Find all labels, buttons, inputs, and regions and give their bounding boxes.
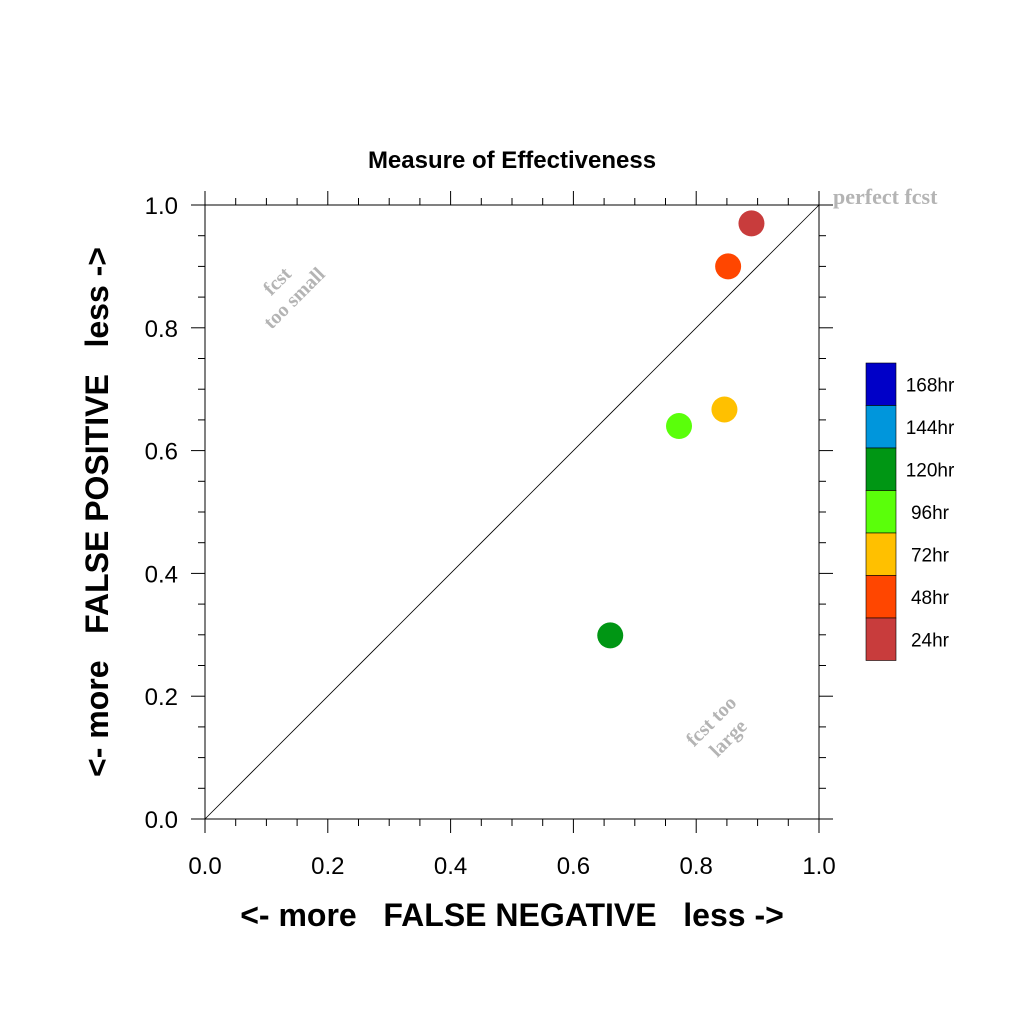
legend-swatch-72hr	[865, 532, 897, 576]
fcst-too-small-annotation: fcst too small	[259, 263, 330, 334]
x-tick-label: 0.6	[557, 853, 590, 880]
legend-swatch-144hr	[865, 405, 897, 449]
perfect-fcst-annotation: perfect fcst	[833, 184, 938, 209]
data-point-24hr	[738, 210, 765, 237]
y-tick-label: 0.8	[145, 316, 178, 343]
legend-swatch-120hr	[865, 447, 897, 491]
legend-label-144hr: 144hr	[906, 418, 955, 439]
axis-ticks	[191, 191, 833, 833]
y-tick-label: 0.6	[145, 439, 178, 466]
legend-label-48hr: 48hr	[911, 588, 950, 609]
y-axis-label: <- more FALSE POSITIVE less ->	[79, 247, 115, 777]
data-point-120hr	[597, 622, 624, 649]
x-tick-label: 0.0	[188, 853, 221, 880]
x-tick-label: 0.8	[680, 853, 713, 880]
legend-label-24hr: 24hr	[911, 630, 950, 651]
x-axis-label: <- more FALSE NEGATIVE less ->	[240, 897, 784, 933]
diagonal-reference-line	[204, 204, 820, 820]
legend-label-120hr: 120hr	[906, 460, 955, 481]
data-point-72hr	[711, 396, 738, 423]
x-tick-label: 0.4	[434, 853, 467, 880]
legend-swatch-168hr	[865, 362, 897, 406]
data-point-48hr	[715, 253, 742, 280]
y-tick-label: 0.2	[145, 684, 178, 711]
chart-title: Measure of Effectiveness	[368, 147, 656, 174]
legend-label-168hr: 168hr	[906, 375, 955, 396]
y-tick-label: 1.0	[145, 193, 178, 220]
data-point-96hr	[666, 413, 693, 440]
x-tick-label: 0.2	[311, 853, 344, 880]
legend: 168hr 144hr 120hr 96hr 72hr 48hr 24hr	[865, 362, 955, 661]
legend-swatch-48hr	[865, 575, 897, 619]
y-tick-label: 0.0	[145, 807, 178, 834]
x-axis-tick-labels: 0.0 0.2 0.4 0.6 0.8 1.0	[188, 853, 835, 880]
legend-swatch-96hr	[865, 490, 897, 534]
fcst-too-large-annotation: fcst too large	[682, 692, 752, 762]
y-tick-label: 0.4	[145, 561, 178, 588]
legend-swatch-24hr	[865, 617, 897, 661]
y-axis-tick-labels: 0.0 0.2 0.4 0.6 0.8 1.0	[145, 193, 178, 834]
data-points	[597, 210, 765, 649]
x-tick-label: 1.0	[802, 853, 835, 880]
legend-label-72hr: 72hr	[911, 545, 950, 566]
legend-label-96hr: 96hr	[911, 503, 950, 524]
